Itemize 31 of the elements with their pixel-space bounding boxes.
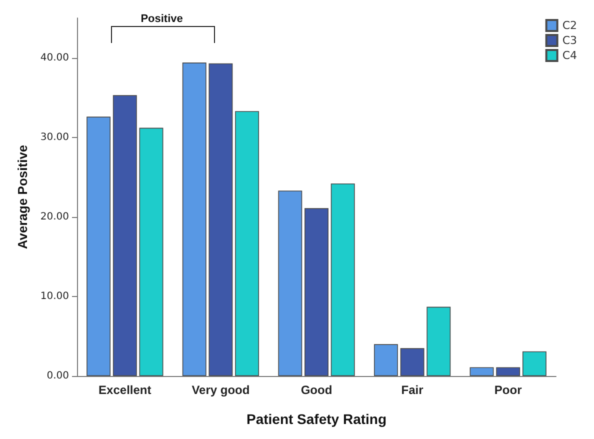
bar: [86, 116, 111, 376]
bar: [426, 306, 451, 376]
y-tick-label: 30.00: [40, 132, 69, 143]
y-tick-label: 0.00: [46, 370, 69, 382]
legend-label: C2: [562, 19, 578, 32]
x-axis-title: Patient Safety Rating: [246, 411, 387, 427]
x-tick-label: Excellent: [98, 383, 152, 397]
bar: [304, 208, 328, 376]
legend-label: C3: [562, 34, 578, 47]
bar: [235, 111, 260, 376]
x-tick-label: Poor: [494, 383, 522, 397]
bar: [330, 183, 355, 376]
y-axis-title: Average Positive: [15, 144, 30, 250]
bar: [374, 344, 398, 376]
bar: [400, 348, 424, 376]
y-tick-label: 40.00: [40, 52, 69, 64]
x-tick-label: Fair: [401, 383, 424, 397]
bar: [208, 63, 233, 376]
bar: [470, 367, 494, 376]
bar: [278, 190, 302, 376]
legend-label: C4: [562, 49, 578, 62]
bar: [139, 128, 164, 376]
bar: [182, 62, 206, 376]
y-tick-label: 10.00: [40, 290, 69, 302]
bar: [112, 95, 137, 376]
bar: [522, 351, 546, 376]
y-tick-label: 20.00: [40, 211, 69, 222]
bar: [496, 367, 520, 376]
x-tick-label: Good: [300, 383, 332, 397]
annotation: Positive: [140, 13, 184, 25]
x-tick-label: Very good: [192, 383, 250, 397]
